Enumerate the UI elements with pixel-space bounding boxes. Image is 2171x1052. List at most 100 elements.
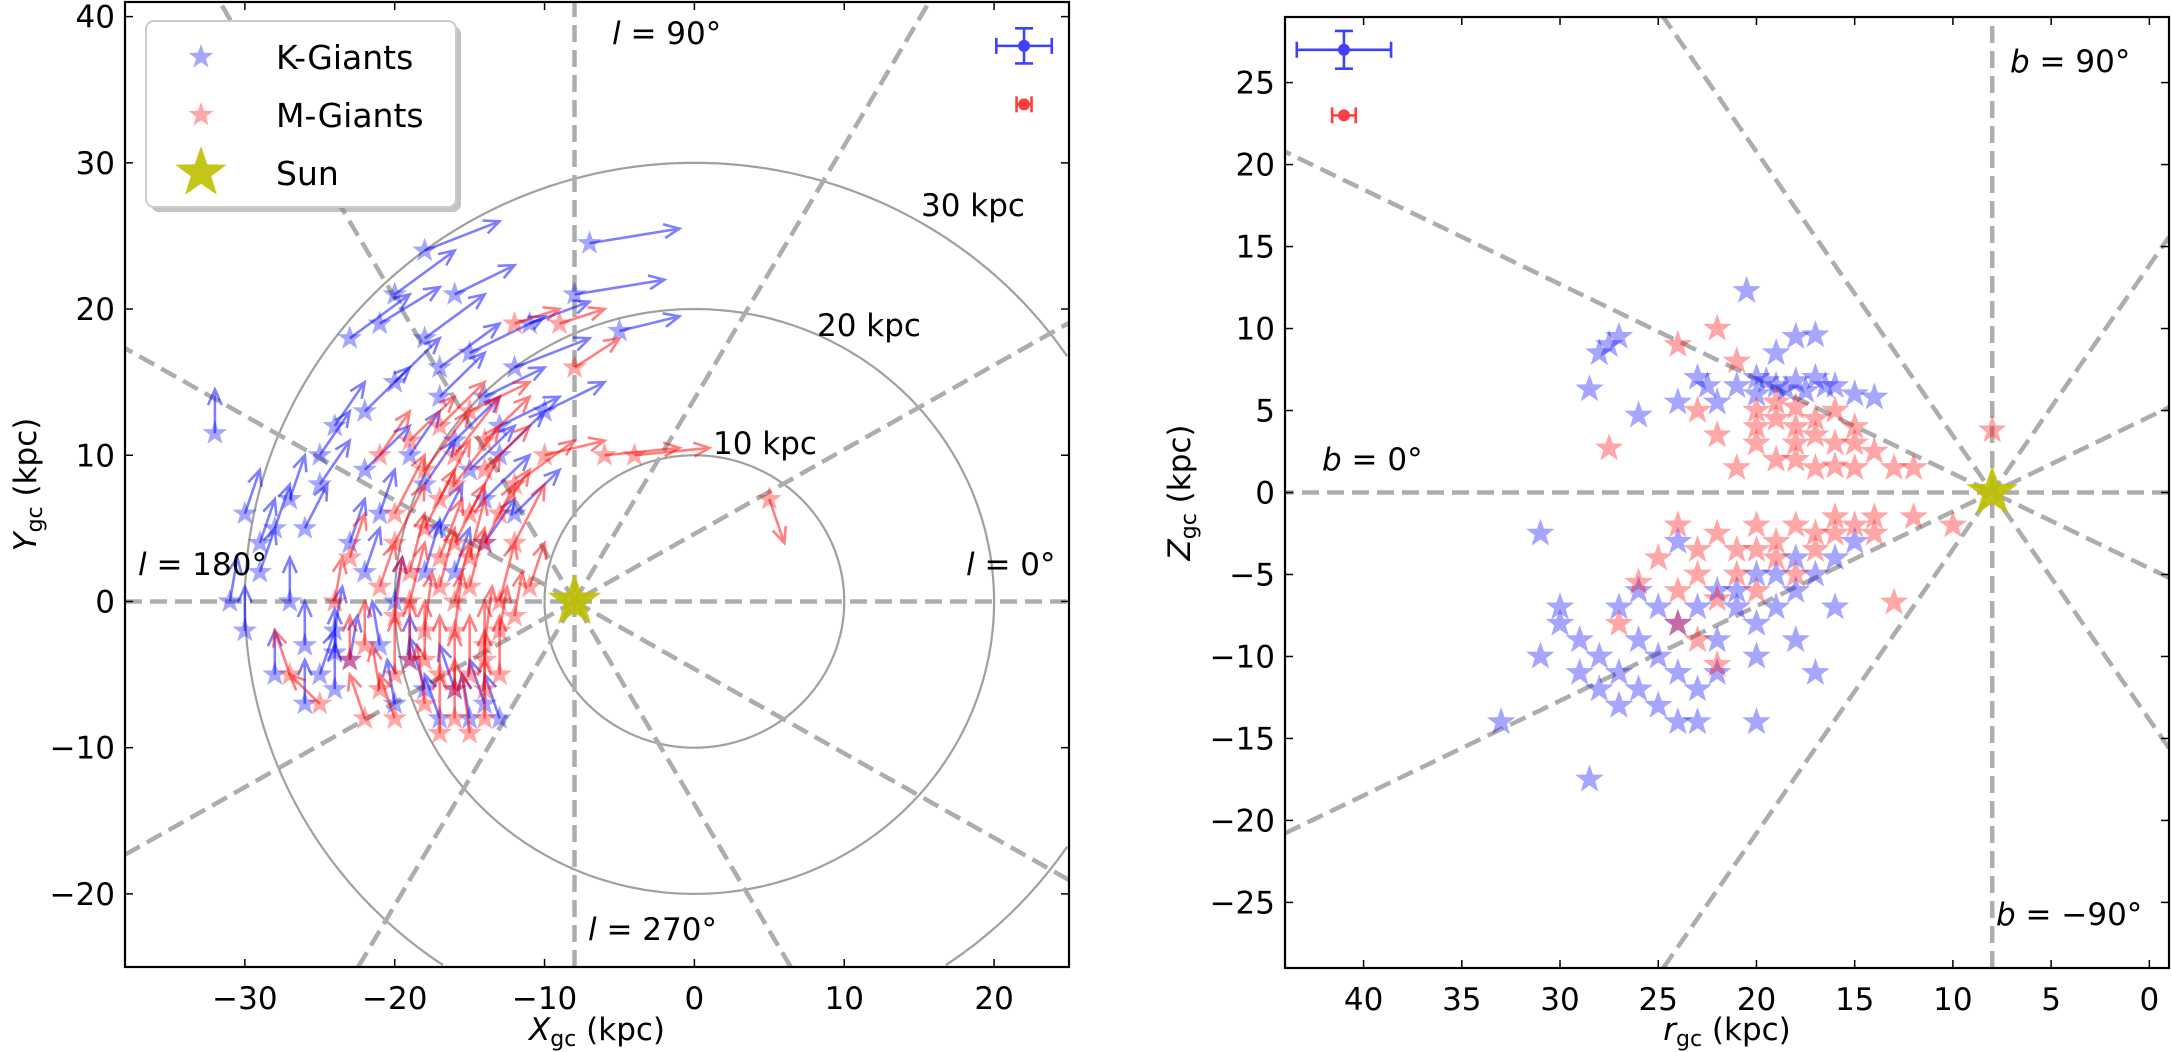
velocity-arrow [438,350,487,398]
star-marker-m-giants [1702,420,1732,448]
star-marker-k-giants [562,281,587,305]
star-marker-k-giants [1604,321,1634,349]
star-marker-m-giants [442,530,467,554]
x-tick-label: 0 [685,981,705,1017]
angle-value: = 0° [975,547,1056,583]
x-tick-label: 15 [1835,982,1874,1018]
star-marker-k-giants [1644,641,1673,669]
star-marker-m-giants [1644,543,1673,571]
star-marker-k-giants [367,632,393,656]
arrow-shaft [288,454,307,500]
arrow-shaft [378,410,411,456]
arrow-shaft [408,542,426,602]
star-marker-m-giants [367,676,393,700]
star-marker-m-giants [1938,510,1968,538]
arrow-shaft [288,673,321,705]
plot-area [125,2,1069,967]
series-k-giants [1486,275,1889,792]
velocity-arrow [634,441,713,458]
star-marker-k-giants [412,559,437,583]
star-marker-k-giants [352,456,378,481]
velocity-arrow [514,336,593,369]
velocity-arrow [453,525,473,573]
star-marker-m-giants [442,588,467,612]
velocity-arrow [528,539,548,588]
arrow-head [281,554,298,574]
star-marker-k-giants [1624,575,1653,603]
star-marker-m-giants [1781,392,1810,420]
star-marker-k-giants [382,281,408,305]
star-marker-k-giants [487,705,512,729]
arrow-head [431,612,448,633]
arrow-head [393,365,412,384]
y-tick-label: −20 [1210,803,1275,839]
arrow-shaft [483,674,501,719]
star-marker-k-giants [1742,362,1771,390]
star-marker-m-giants [427,486,452,510]
star-marker-m-giants [1820,518,1850,546]
velocity-arrow [423,292,488,340]
star-marker-m-giants [1840,411,1869,439]
star-marker-m-giants [1702,584,1732,612]
arrow-head [572,336,593,352]
arrow-shaft [499,395,561,428]
star-marker-k-giants [322,413,348,437]
velocity-arrow [514,306,563,325]
legend-marker-sun [175,146,227,195]
arrow-head [461,612,478,633]
arrow-head [587,306,608,322]
star-marker-m-giants [1761,387,1791,415]
arrow-head [446,627,463,647]
angle-annotation: l = 270° [588,912,717,948]
velocity-arrow [446,627,463,690]
star-marker-k-giants [442,427,467,452]
star-marker-k-giants [1781,575,1810,603]
star-marker-k-giants [232,617,258,642]
y-tick-label: 0 [1255,476,1275,512]
arrow-head [410,452,427,473]
error-bar-point [1018,39,1031,52]
star-marker-k-giants [1604,690,1634,718]
arrow-shaft [513,483,546,544]
dashed-ray-150deg [125,346,1069,882]
star-marker-k-giants [307,661,333,686]
star-marker-k-giants [1526,518,1555,546]
velocity-arrow [348,510,368,559]
star-marker-m-giants [307,690,333,715]
series-m-giants [272,306,788,744]
y-axis-unit: (kpc) [8,418,44,507]
error-bar-point [1337,43,1350,56]
star-marker-m-giants [1781,444,1810,472]
star-marker-m-giants [1781,428,1810,456]
x-axis-symbol: r [1663,1012,1678,1048]
y-tick-label: 40 [76,0,115,36]
arrow-shaft [348,293,411,340]
arrow-shaft [318,439,351,486]
velocity-arrow [431,671,448,734]
arrow-head [692,441,713,458]
velocity-arrow [331,554,348,602]
star-marker-m-giants [1742,395,1771,423]
y-tick-label: 10 [1236,312,1275,348]
star-marker-m-giants [1781,411,1810,439]
star-marker-k-giants [1840,526,1869,554]
arrow-shaft [228,557,239,602]
star-marker-m-giants [427,544,452,569]
y-tick-label: −10 [50,731,115,767]
sun-marker [1966,465,2018,515]
arrow-head [458,539,474,560]
arrow-head [411,642,428,662]
arrow-head [334,408,352,429]
arrow-shaft [423,439,456,486]
arrow-head [498,423,517,443]
arrow-head [386,612,403,633]
arrow-shaft [514,337,590,369]
arrow-head [423,336,442,355]
arrow-shaft [423,293,486,340]
error-bar-point [1018,98,1031,111]
arrow-shaft [768,498,786,544]
star-marker-k-giants [1781,321,1810,349]
star-marker-k-giants [502,500,527,525]
distance-circle-20kpc [393,307,996,896]
arrow-shaft [483,483,516,544]
